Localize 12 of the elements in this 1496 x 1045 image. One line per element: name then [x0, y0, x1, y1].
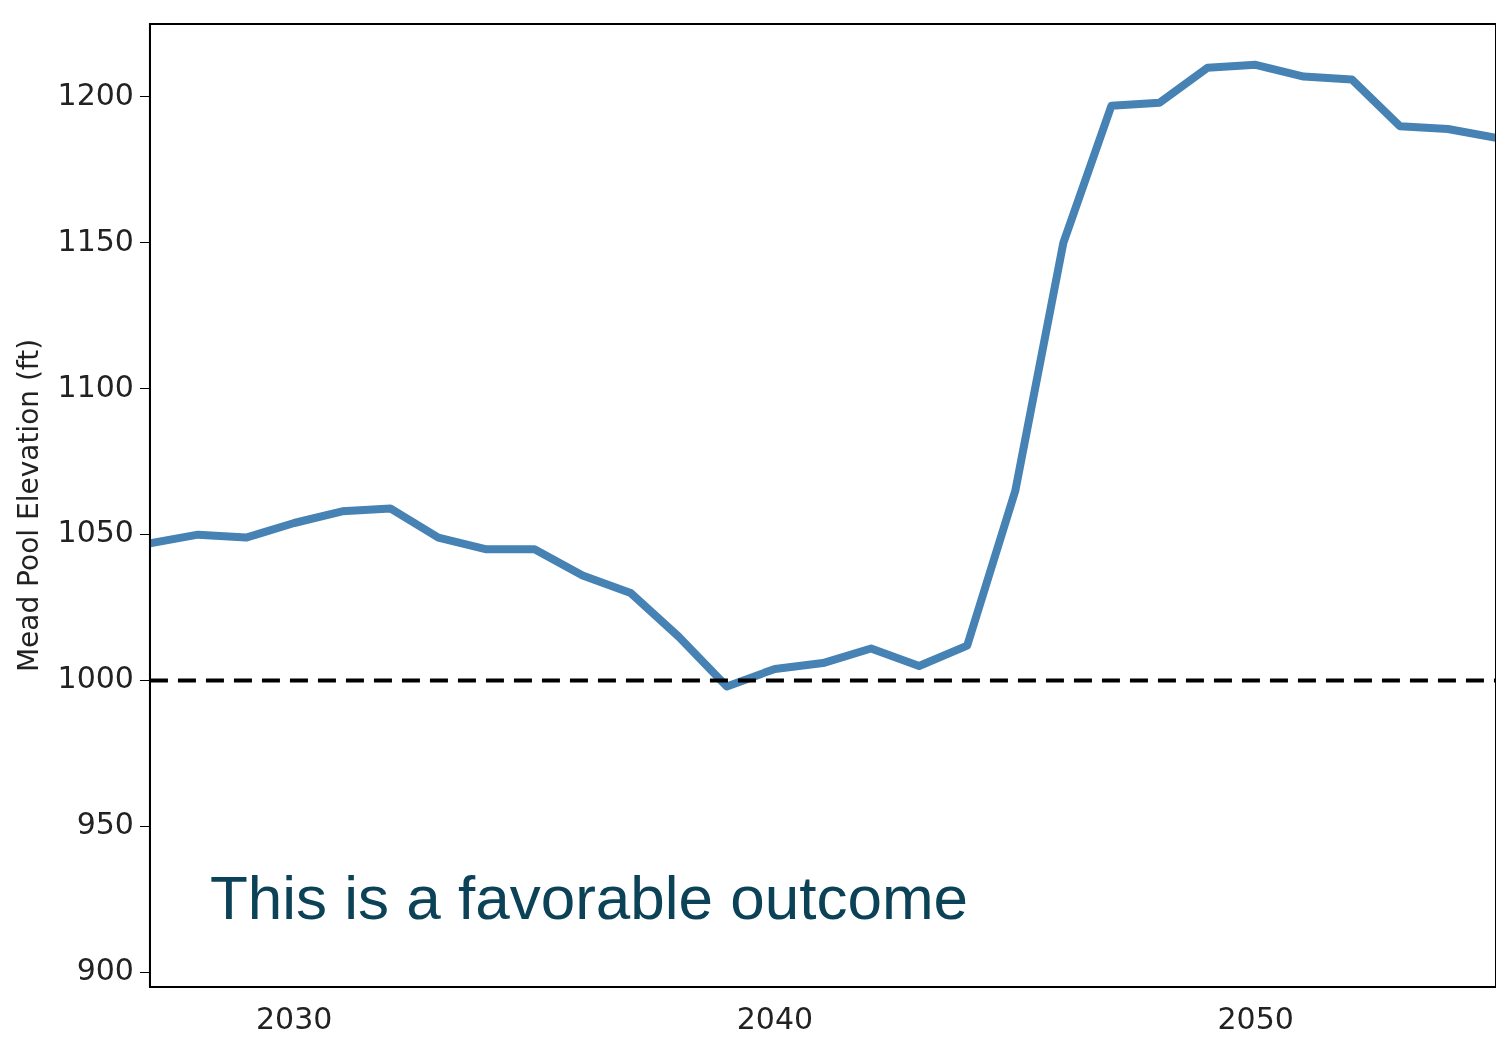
- annotation: This is a favorable outcome: [209, 863, 969, 933]
- y-tick-label: 1200: [57, 76, 134, 112]
- x-tick-label: 2040: [736, 1000, 814, 1036]
- x-tick-label: 2030: [255, 1000, 333, 1036]
- y-tick-label: 1100: [57, 368, 134, 404]
- y-tick-label: 950: [76, 806, 134, 842]
- y-tick-label: 900: [76, 952, 134, 988]
- y-tick-label: 1050: [57, 514, 134, 550]
- y-tick-label: 1000: [57, 660, 134, 696]
- y-axis-title: Mead Pool Elevation (ft): [12, 338, 46, 673]
- x-tick-label: 2050: [1217, 1000, 1294, 1036]
- y-tick-label: 1150: [57, 222, 134, 258]
